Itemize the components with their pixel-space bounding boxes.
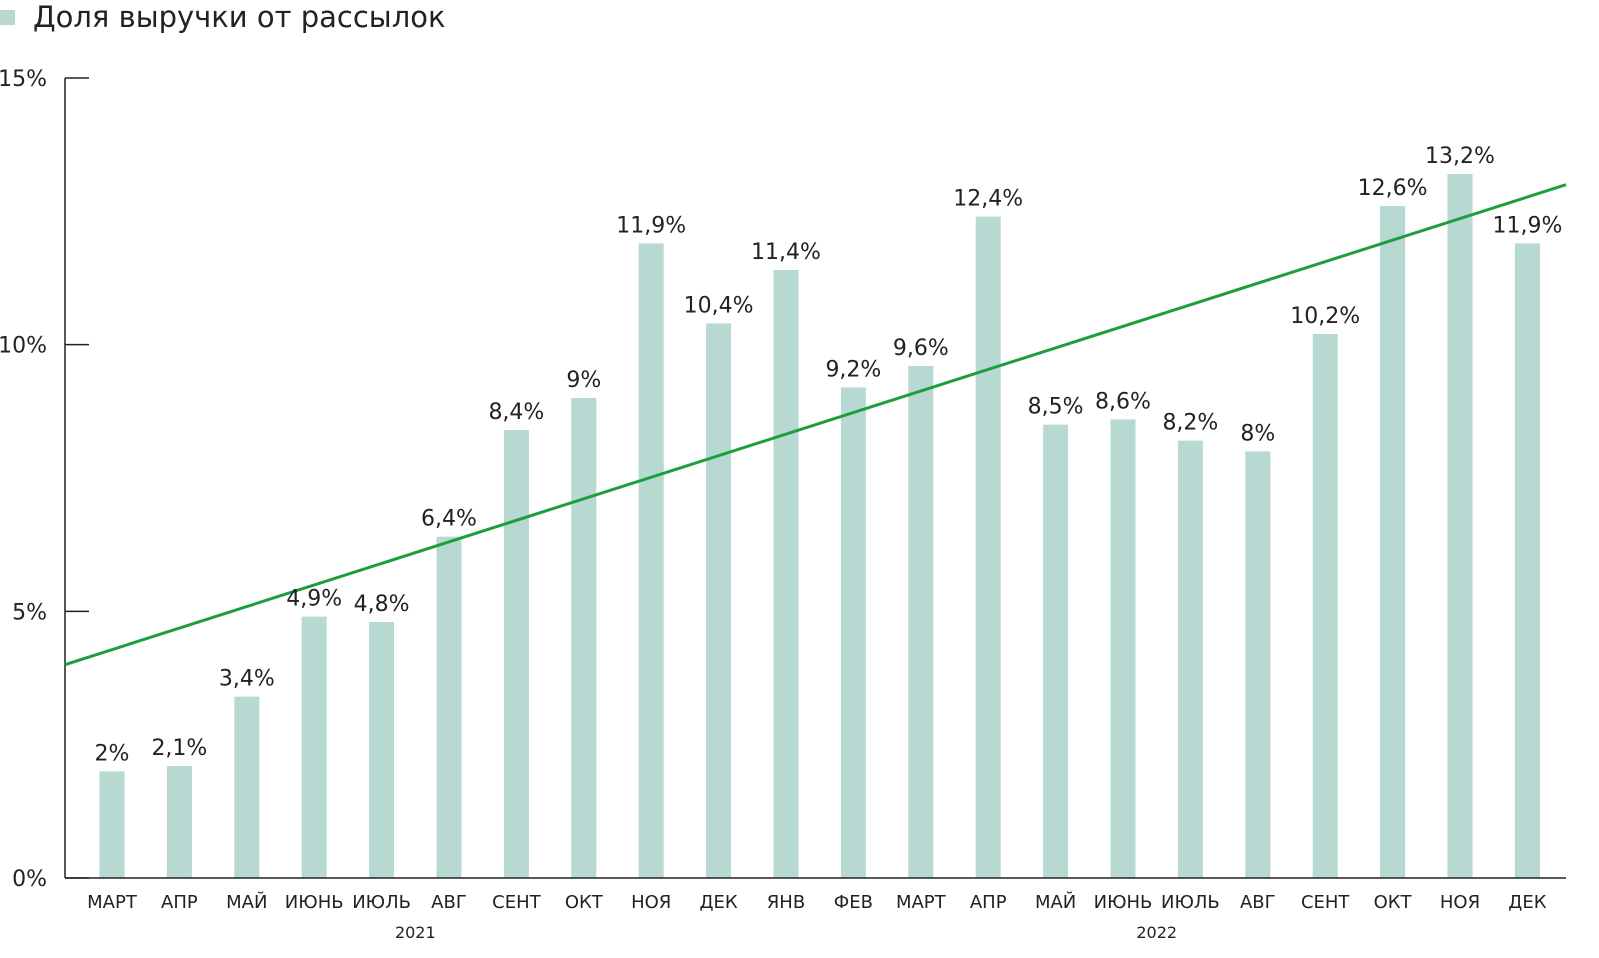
bar	[908, 366, 934, 878]
data-label: 10,4%	[684, 293, 754, 318]
legend: Доля выручки от рассылок	[0, 0, 446, 34]
data-label: 12,4%	[953, 187, 1023, 212]
bar	[1380, 206, 1406, 878]
x-tick-label: НОЯ	[1440, 892, 1480, 913]
x-tick-label: СЕНТ	[492, 892, 541, 913]
data-label: 13,2%	[1425, 144, 1495, 169]
bar	[571, 398, 597, 878]
bar	[975, 216, 1001, 878]
bar	[840, 387, 866, 878]
data-label: 2,1%	[151, 736, 207, 761]
data-label: 8,2%	[1162, 411, 1218, 436]
bar	[503, 430, 529, 878]
bar	[1245, 451, 1271, 878]
legend-label: Доля выручки от рассылок	[33, 0, 446, 34]
data-label: 6,4%	[421, 507, 477, 532]
data-label: 11,9%	[1492, 213, 1562, 238]
bar	[1110, 419, 1136, 878]
data-label: 4,9%	[286, 587, 342, 612]
data-label: 9,6%	[893, 336, 949, 361]
bar	[1447, 174, 1473, 878]
bar	[99, 771, 125, 878]
x-tick-label: ЯНВ	[767, 892, 805, 913]
x-tick-label: АПР	[970, 892, 1007, 913]
y-tick-label: 0%	[12, 867, 47, 892]
x-tick-label: ОКТ	[1374, 892, 1413, 913]
bar	[301, 616, 327, 878]
x-tick-label: ОКТ	[565, 892, 604, 913]
x-tick-label: МАРТ	[896, 892, 947, 913]
y-tick-label: 15%	[0, 67, 47, 92]
year-group-labels: 2021 2022	[395, 923, 1177, 942]
y-tick-labels: 0% 5% 10% 15%	[0, 67, 47, 892]
x-tick-label: ИЮЛЬ	[352, 892, 411, 913]
bar	[1177, 440, 1203, 878]
data-label: 2%	[95, 741, 130, 766]
bar	[234, 696, 260, 878]
data-label: 11,4%	[751, 240, 821, 265]
x-tick-label: АВГ	[1240, 892, 1276, 913]
bar	[773, 270, 799, 878]
x-tick-label: ФЕВ	[834, 892, 873, 913]
trendline-group	[64, 183, 1567, 667]
x-tick-labels: МАРТ АПР МАЙ ИЮНЬ ИЮЛЬ АВГ СЕНТ ОКТ НОЯ ДЕК ЯНВ ФЕВ…	[87, 891, 1547, 913]
bar	[706, 323, 732, 878]
data-label: 8%	[1240, 421, 1275, 446]
legend-swatch	[0, 9, 15, 25]
data-label: 3,4%	[219, 667, 275, 692]
trend-line	[64, 183, 1567, 667]
data-label: 10,2%	[1290, 304, 1360, 329]
data-label: 12,6%	[1358, 176, 1428, 201]
bar	[1312, 334, 1338, 878]
x-tick-label: НОЯ	[631, 892, 671, 913]
x-tick-label: ИЮНЬ	[285, 892, 344, 913]
axes	[64, 77, 1566, 879]
data-label: 9%	[566, 368, 601, 393]
x-tick-label: ДЕК	[699, 892, 737, 913]
x-tick-label: СЕНТ	[1301, 892, 1350, 913]
data-label: 11,9%	[616, 213, 686, 238]
x-tick-label: АВГ	[431, 892, 467, 913]
bar	[369, 622, 395, 878]
data-label: 4,8%	[354, 592, 410, 617]
x-tick-label: МАЙ	[1035, 891, 1076, 913]
data-labels: 2% 2,1% 3,4% 4,9% 4,8% 6,4% 8,4% 9% 11,9% 10,4% 11…	[95, 144, 1563, 766]
bar	[1043, 424, 1069, 878]
x-tick-label: ИЮНЬ	[1094, 892, 1153, 913]
bar	[1514, 243, 1540, 879]
bar	[436, 536, 462, 878]
x-tick-label: ИЮЛЬ	[1161, 892, 1220, 913]
x-tick-label: АПР	[161, 892, 198, 913]
y-tick-label: 10%	[0, 334, 47, 359]
data-label: 9,2%	[825, 357, 881, 382]
bar	[638, 243, 664, 879]
bars	[99, 174, 1540, 879]
x-tick-label: МАЙ	[226, 891, 267, 913]
data-label: 8,4%	[488, 400, 544, 425]
y-tick-label: 5%	[12, 600, 47, 625]
data-label: 8,5%	[1028, 395, 1084, 420]
year-group-label: 2022	[1136, 923, 1177, 942]
x-tick-label: МАРТ	[87, 892, 138, 913]
x-tick-label: ДЕК	[1508, 892, 1546, 913]
data-label: 8,6%	[1095, 389, 1151, 414]
year-group-label: 2021	[395, 923, 436, 942]
bar	[166, 766, 192, 878]
